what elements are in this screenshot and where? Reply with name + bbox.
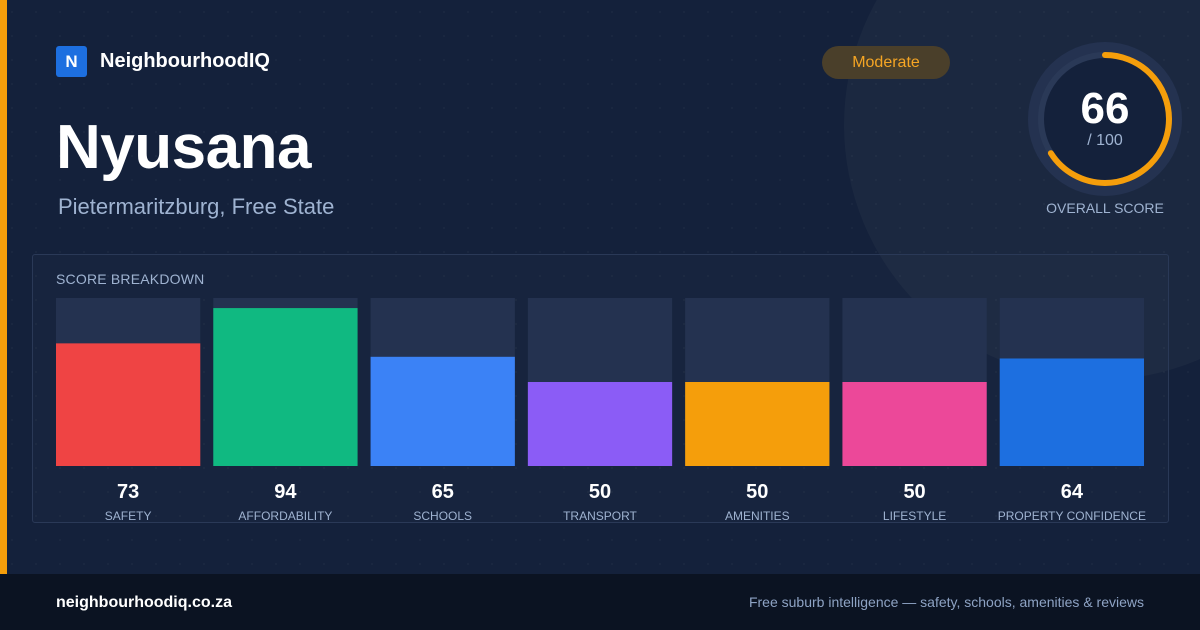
bar-safety [56, 343, 201, 466]
footer-tagline: Free suburb intelligence — safety, schoo… [748, 594, 1144, 610]
bar-value-schools: 65 [432, 481, 454, 503]
score-breakdown-panel [32, 254, 1169, 523]
score-breakdown-chart: 73 SAFETY 94 AFFORDABILITY 65 SCHOOLS 50 TRANSP… [56, 298, 1146, 523]
bar-value-amenities: 50 [746, 481, 768, 503]
bar-amenities [685, 382, 830, 466]
bar-value-transport: 50 [589, 481, 611, 503]
rating-badge: Moderate [822, 46, 950, 79]
suburb-location: Pietermaritzburg, Free State [58, 194, 335, 219]
brand[interactable]: N NeighbourhoodIQ [56, 46, 270, 77]
bar-transport [527, 382, 673, 466]
bar-label-affordability: AFFORDABILITY [238, 509, 332, 523]
bar-property-confidence [999, 358, 1144, 466]
overall-score-value: 66 [1080, 84, 1130, 133]
bar-label-safety: SAFETY [105, 509, 152, 523]
bar-value-affordability: 94 [274, 481, 297, 503]
accent-bar [0, 0, 7, 574]
bar-label-property-confidence: PROPERTY CONFIDENCE [998, 509, 1146, 523]
bar-value-lifestyle: 50 [903, 481, 925, 503]
overall-score-ring [1028, 42, 1182, 196]
footer [0, 574, 1200, 630]
suburb-title: Nyusana [56, 113, 311, 182]
bar-label-schools: SCHOOLS [413, 509, 472, 523]
brand-name: NeighbourhoodIQ [100, 50, 270, 72]
footer-url[interactable]: neighbourhoodiq.co.za [56, 594, 232, 611]
bar-label-transport: TRANSPORT [563, 509, 637, 523]
bar-label-lifestyle: LIFESTYLE [883, 509, 946, 523]
overall-score-arc [1038, 52, 1172, 186]
bar-value-safety: 73 [117, 481, 139, 503]
overall-score-max: / 100 [1087, 132, 1123, 149]
overall-score-caption: OVERALL SCORE [1046, 200, 1164, 216]
brand-logo-icon: N [56, 46, 87, 77]
score-breakdown-title: SCORE BREAKDOWN [56, 271, 205, 287]
bar-value-property-confidence: 64 [1061, 481, 1084, 503]
background-pattern [0, 0, 1200, 574]
bar-schools [370, 356, 515, 466]
bar-affordability [213, 308, 358, 466]
bar-label-amenities: AMENITIES [725, 509, 790, 523]
bar-lifestyle [842, 382, 987, 466]
